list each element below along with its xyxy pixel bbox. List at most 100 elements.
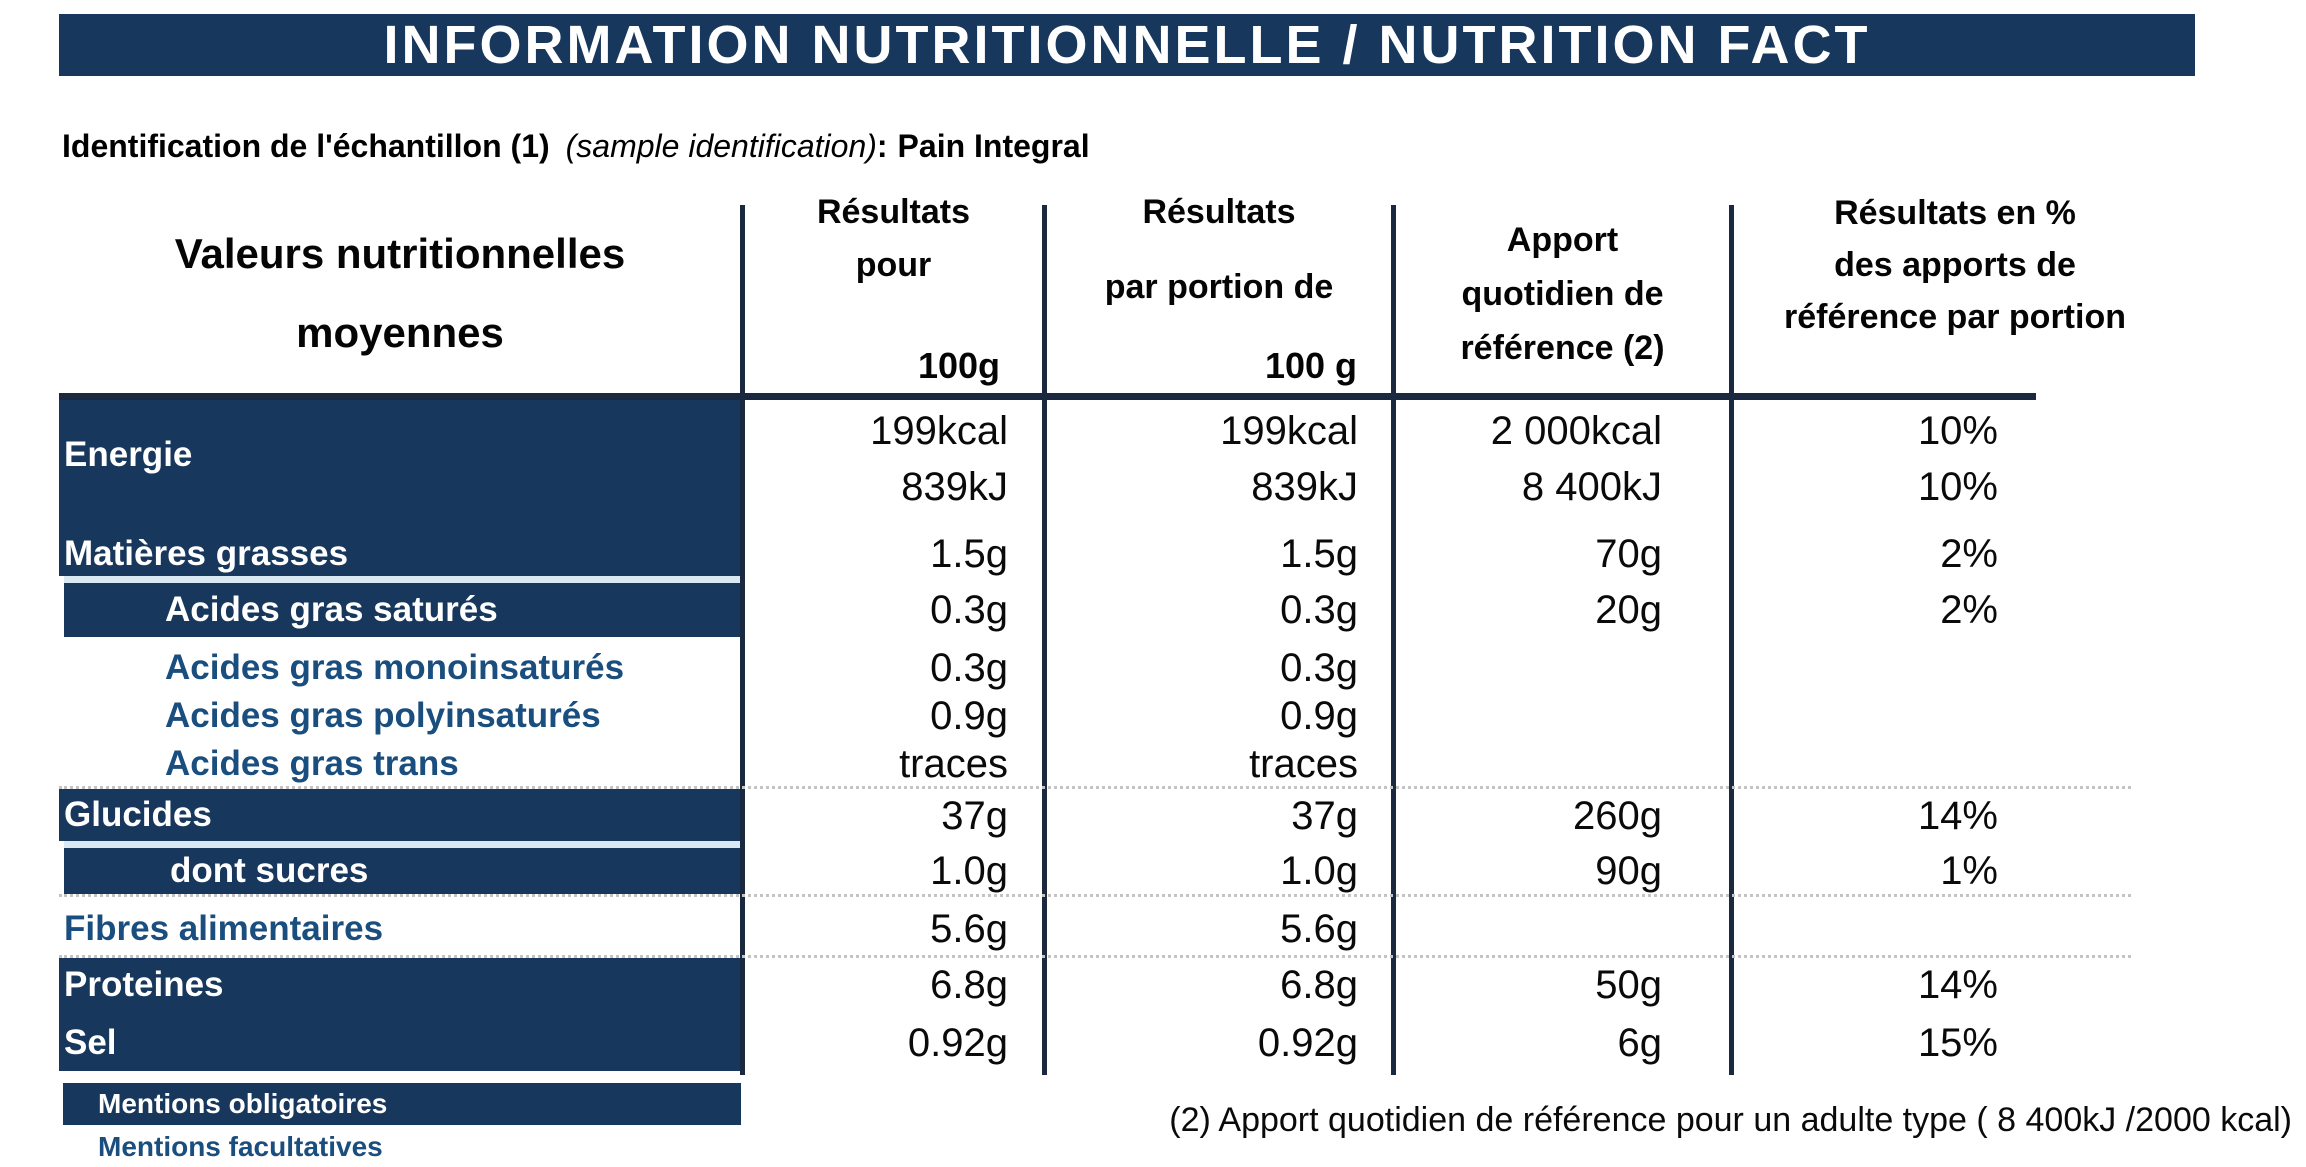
value-cell <box>1736 646 1998 690</box>
value-cell: 10% <box>1917 465 1998 509</box>
table-row-acides-gras-monoinsatures: 0.3g 0.3g <box>0 646 2306 690</box>
protein-salt-block <box>59 958 740 1071</box>
value-cell: 260g <box>1573 794 1662 838</box>
value-cell: 37g <box>941 794 1008 838</box>
title-bar: INFORMATION NUTRITIONNELLE / NUTRITION F… <box>59 14 2195 76</box>
value-cell: 1.0g <box>930 849 1008 893</box>
column-header-daily-reference: Apport quotidien de référence (2) <box>1460 221 1665 367</box>
value-cell: 199kcal <box>1220 409 1358 453</box>
dotted-row-divider <box>59 786 2131 789</box>
saturated-fat-bar <box>64 583 740 637</box>
value-cell: 2% <box>1940 532 1998 576</box>
value-cell <box>1396 694 1662 738</box>
value-cell: traces <box>899 742 1008 786</box>
value-cell: 1.5g <box>930 532 1008 576</box>
value-cell: 6.8g <box>930 963 1008 1007</box>
value-cell <box>1736 694 1998 738</box>
value-cell: 0.9g <box>930 694 1008 738</box>
row-separator <box>64 576 740 583</box>
column-divider <box>1391 205 1396 1075</box>
table-row-acides-gras-trans: traces traces <box>0 742 2306 786</box>
row-separator <box>64 841 740 848</box>
column-header-percent-reference: Résultats en % des apports de référence … <box>1784 194 2126 336</box>
row-label-fibres: Fibres alimentaires <box>64 909 384 948</box>
sample-id-value: Pain Integral <box>897 128 1090 164</box>
value-cell: 15% <box>1917 1021 1998 1065</box>
sample-id-label-en: (sample identification) <box>565 128 877 164</box>
reference-footnote: (2) Apport quotidien de référence pour u… <box>1169 1101 2292 1139</box>
header-divider <box>59 393 2036 400</box>
table-row-energie-kj: 839kJ 839kJ 8 400kJ 10% <box>0 465 2306 509</box>
column-divider <box>1729 205 1734 1075</box>
dotted-row-divider <box>59 955 2131 958</box>
value-cell: 5.6g <box>1280 907 1358 951</box>
column-divider <box>1042 205 1047 1075</box>
value-cell: 50g <box>1595 963 1662 1007</box>
row-label-proteines: Proteines <box>64 965 224 1004</box>
column-header-per-100g: Résultats pour <box>816 193 971 284</box>
value-cell: 20g <box>1595 588 1662 632</box>
mandatory-mentions-bar <box>63 1083 741 1125</box>
legend-optional-mentions: Mentions facultatives <box>98 1131 383 1162</box>
row-label-acides-gras-trans: Acides gras trans <box>165 744 459 783</box>
value-cell: traces <box>1249 742 1358 786</box>
value-cell: 1% <box>1940 849 1998 893</box>
value-cell: 0.3g <box>1280 646 1358 690</box>
column-divider <box>740 205 745 1075</box>
sample-id-label-fr: Identification de l'échantillon (1) <box>62 128 550 164</box>
value-cell: 0.92g <box>1257 1021 1358 1065</box>
row-label-acides-gras-polyinsatures: Acides gras polyinsaturés <box>165 696 601 735</box>
row-label-acides-gras-satures: Acides gras saturés <box>165 590 498 629</box>
value-cell <box>1736 742 1998 786</box>
row-label-matieres-grasses: Matières grasses <box>64 534 349 573</box>
value-cell: 2 000kcal <box>1490 409 1662 453</box>
table-row-dont-sucres: 1.0g 1.0g 90g 1% <box>0 849 2306 893</box>
value-cell: 10% <box>1917 409 1998 453</box>
value-cell: 1.5g <box>1280 532 1358 576</box>
sample-id-separator: : <box>876 128 888 164</box>
column-header-values: Valeurs nutritionnelles moyennes <box>174 230 626 356</box>
value-cell: 1.0g <box>1280 849 1358 893</box>
table-row-fibres: 5.6g 5.6g <box>0 907 2306 951</box>
value-cell: 37g <box>1291 794 1358 838</box>
column-header-per-portion: Résultats par portion de <box>1104 193 1334 306</box>
value-cell: 839kJ <box>1251 465 1358 509</box>
value-cell <box>1396 646 1662 690</box>
energie-fat-block <box>59 397 740 576</box>
value-cell: 2% <box>1940 588 1998 632</box>
value-cell: 0.92g <box>907 1021 1008 1065</box>
value-cell: 6.8g <box>1280 963 1358 1007</box>
value-cell: 0.3g <box>1280 588 1358 632</box>
sugars-bar <box>64 848 740 894</box>
table-row-energie-kcal: 199kcal 199kcal 2 000kcal 10% <box>0 409 2306 453</box>
value-cell <box>1736 907 1998 951</box>
value-cell: 0.9g <box>1280 694 1358 738</box>
column-header-per-portion-unit: 100 g <box>1264 345 1357 386</box>
table-row-matieres-grasses: 1.5g 1.5g 70g 2% <box>0 532 2306 576</box>
value-cell: 14% <box>1917 963 1998 1007</box>
dotted-row-divider <box>59 894 2131 897</box>
page-title: INFORMATION NUTRITIONNELLE / NUTRITION F… <box>383 15 1871 75</box>
row-label-glucides: Glucides <box>64 795 212 834</box>
column-header-per-100g-unit: 100g <box>917 345 1000 386</box>
value-cell: 0.3g <box>930 588 1008 632</box>
value-cell <box>1396 907 1662 951</box>
row-label-energie: Energie <box>64 435 193 474</box>
row-label-sel: Sel <box>64 1023 117 1062</box>
table-row-proteines: 6.8g 6.8g 50g 14% <box>0 963 2306 1007</box>
value-cell: 199kcal <box>870 409 1008 453</box>
table-row-glucides: 37g 37g 260g 14% <box>0 794 2306 838</box>
value-cell: 5.6g <box>930 907 1008 951</box>
table-row-acides-gras-polyinsatures: 0.9g 0.9g <box>0 694 2306 738</box>
value-cell <box>1396 742 1662 786</box>
value-cell: 70g <box>1595 532 1662 576</box>
table-row-acides-gras-satures: 0.3g 0.3g 20g 2% <box>0 588 2306 632</box>
sample-id-line: Identification de l'échantillon (1) (samp… <box>62 124 1090 168</box>
glucides-block <box>59 789 740 841</box>
value-cell: 839kJ <box>901 465 1008 509</box>
value-cell: 8 400kJ <box>1521 465 1662 509</box>
value-cell: 0.3g <box>930 646 1008 690</box>
value-cell: 90g <box>1595 849 1662 893</box>
row-label-acides-gras-monoinsatures: Acides gras monoinsaturés <box>165 648 625 687</box>
